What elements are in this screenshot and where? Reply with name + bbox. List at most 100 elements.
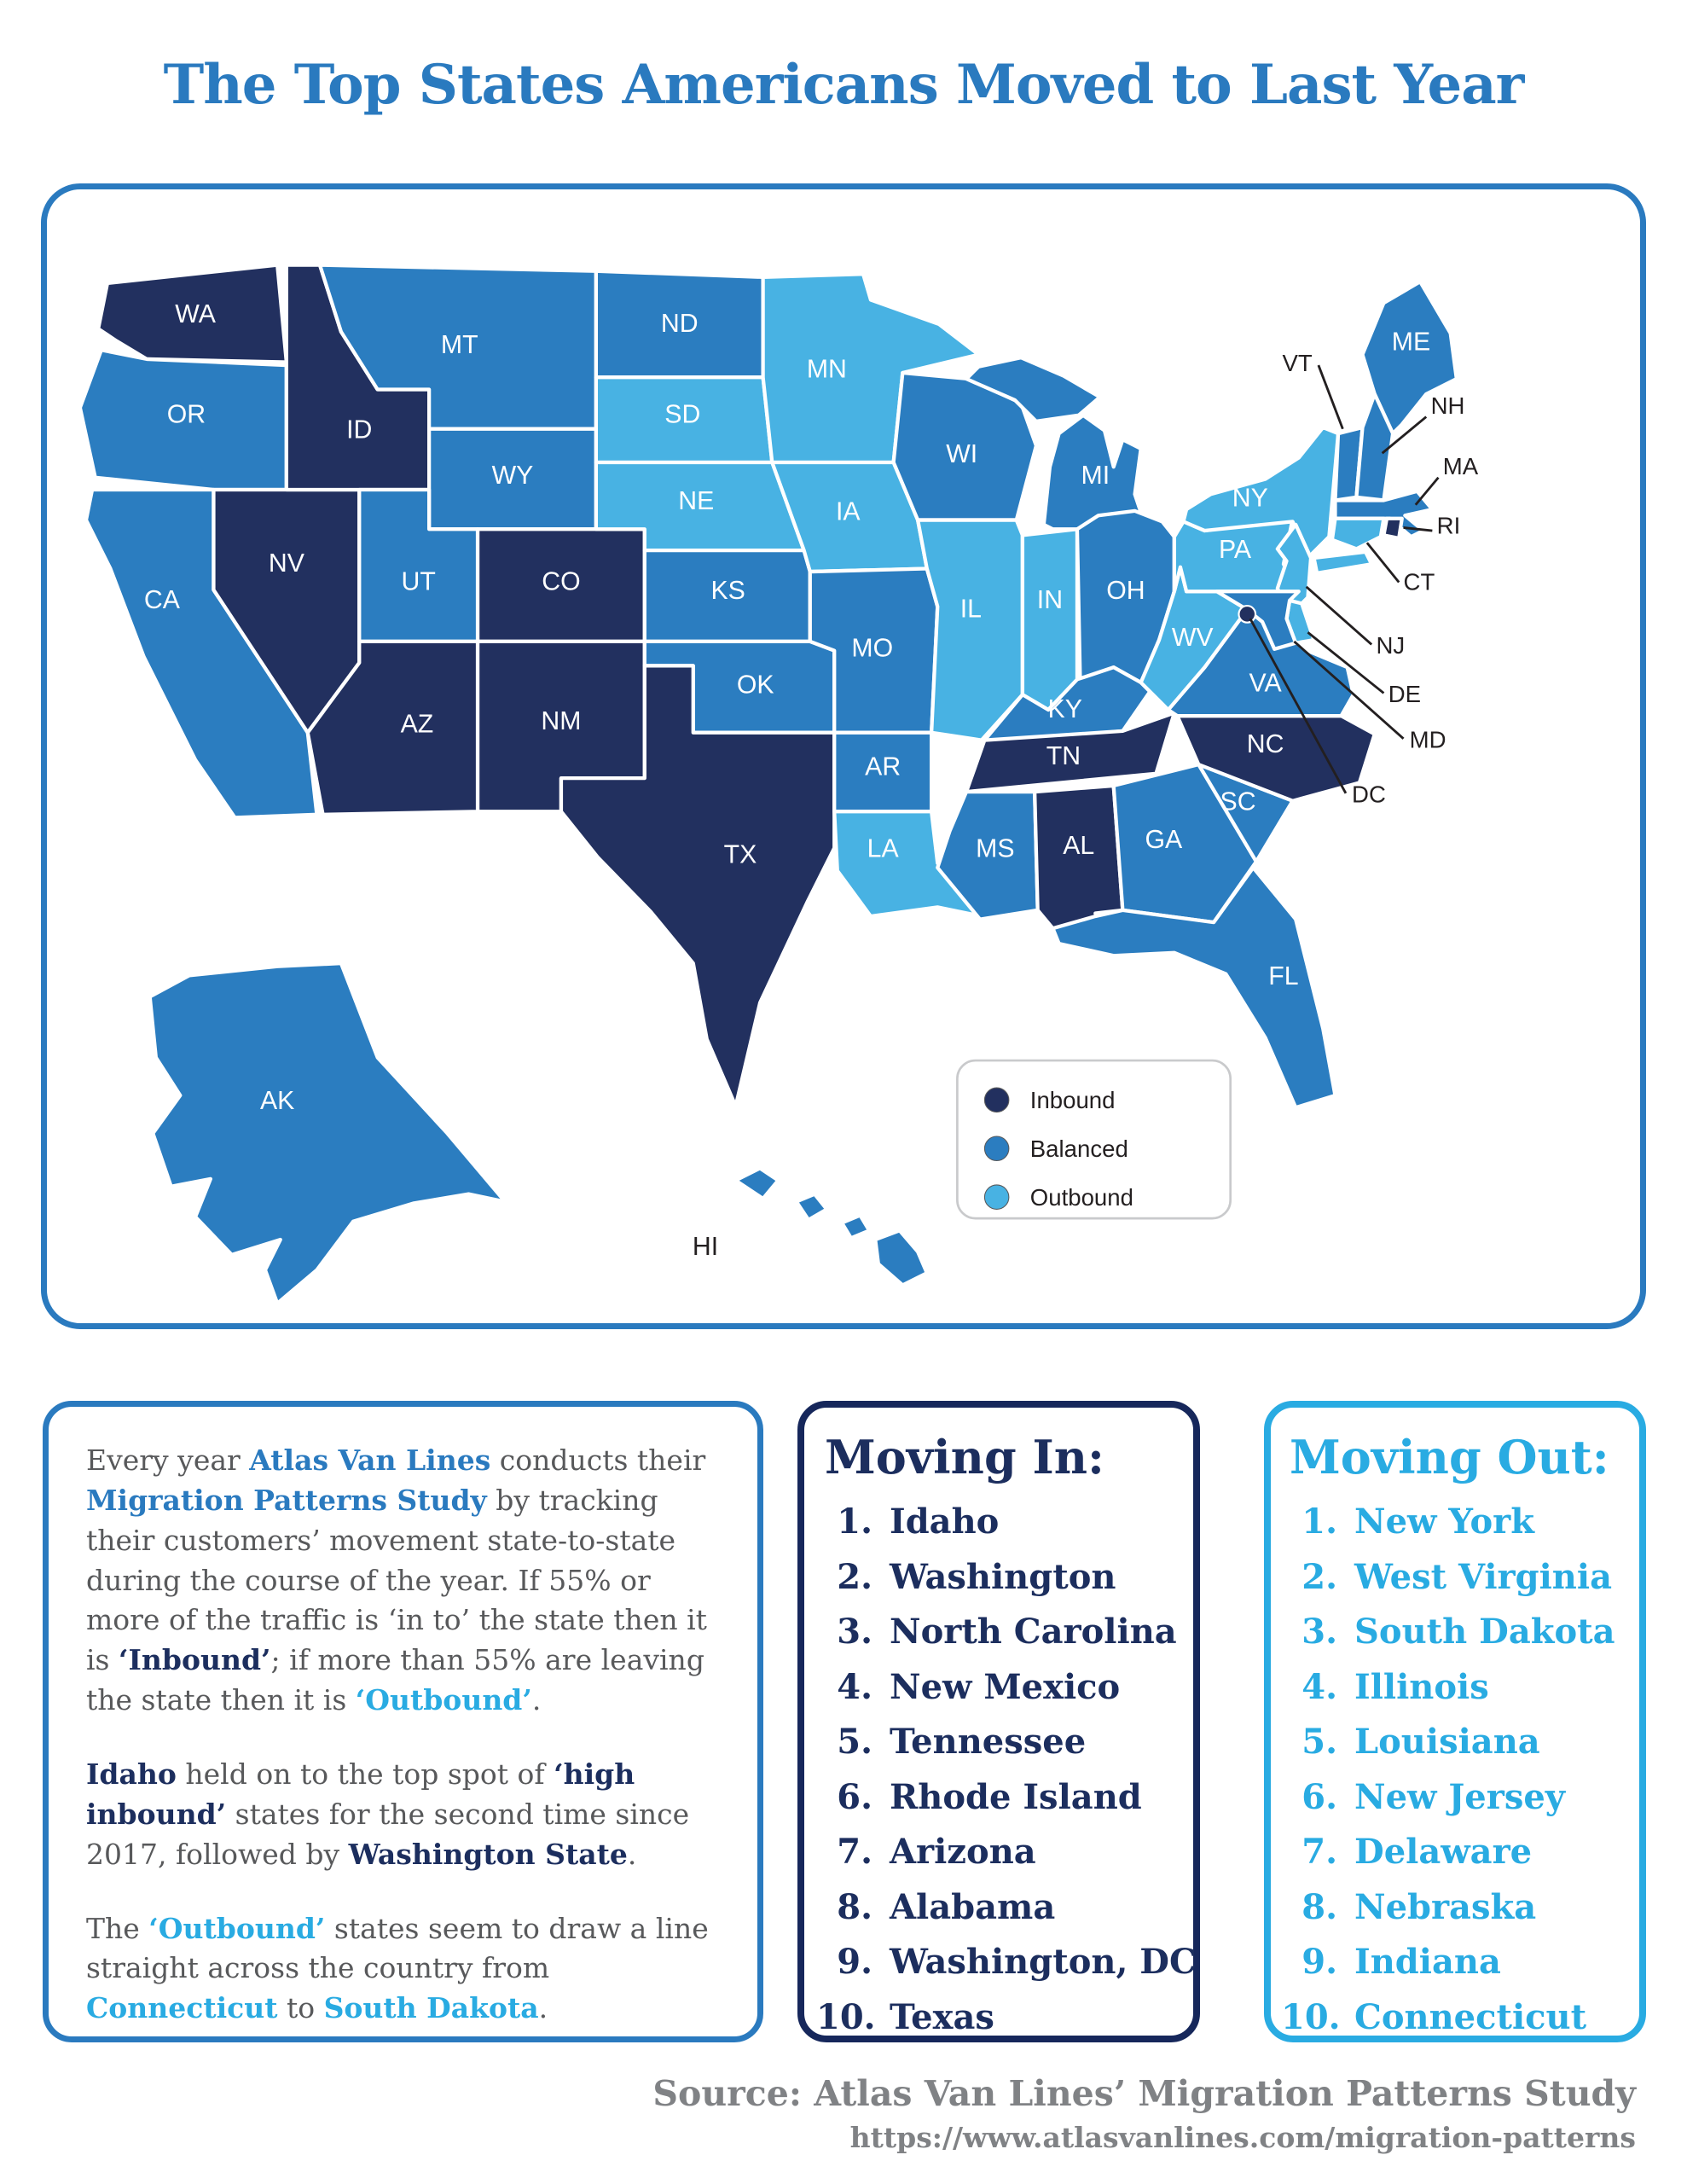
- moving-out-box: Moving Out: 1. New York 2. West Virginia 3. S…: [1264, 1401, 1646, 2042]
- state-label-NC: NC: [1247, 730, 1284, 758]
- state-label-IL: IL: [960, 595, 982, 623]
- moving-in-rank: 1.: [837, 1502, 872, 1542]
- moving-in-item: 5. Tennessee: [816, 1715, 1181, 1770]
- moving-out-item: 1. New York: [1281, 1495, 1629, 1550]
- moving-in-item: 8. Alabama: [816, 1880, 1181, 1936]
- moving-out-state-name: South Dakota: [1354, 1612, 1615, 1652]
- moving-out-rank: 1.: [1301, 1502, 1337, 1542]
- state-label-VT: VT: [1283, 350, 1313, 376]
- moving-in-item: 6. Rhode Island: [816, 1770, 1181, 1826]
- moving-in-rank: 3.: [837, 1612, 872, 1652]
- state-label-VA: VA: [1249, 670, 1283, 698]
- source-url[interactable]: https://www.atlasvanlines.com/migration-…: [849, 2121, 1636, 2154]
- state-label-HI: HI: [693, 1233, 718, 1261]
- state-NY: [1181, 425, 1341, 561]
- state-label-NY: NY: [1232, 485, 1268, 513]
- state-label-ME: ME: [1392, 328, 1430, 356]
- state-label-UT: UT: [402, 567, 436, 595]
- state-label-WV: WV: [1172, 624, 1215, 652]
- state-label-MS: MS: [976, 835, 1014, 863]
- moving-in-rank: 8.: [837, 1886, 872, 1927]
- description-text-segment: Idaho: [86, 1757, 177, 1792]
- description-text-segment: ; if more than 55% are leaving the state…: [86, 1643, 704, 1717]
- callout-line-MA: [1414, 476, 1440, 506]
- moving-out-rank: 5.: [1301, 1722, 1337, 1762]
- state-label-NH: NH: [1431, 392, 1465, 419]
- moving-out-item: 10. Connecticut: [1281, 1990, 1629, 2046]
- source-block: Source: Atlas Van Lines’ Migration Patte…: [652, 2073, 1636, 2154]
- description-text-segment: Connecticut: [86, 1991, 278, 2025]
- moving-out-rank: 4.: [1301, 1666, 1337, 1707]
- moving-in-rank: 4.: [837, 1666, 872, 1707]
- state-label-FL: FL: [1268, 962, 1298, 990]
- description-text-segment: .: [538, 1991, 548, 2025]
- state-FL: [1051, 865, 1337, 1110]
- description-text-segment: states seem to draw a line straight acro…: [86, 1911, 709, 1985]
- callout-line-DE: [1307, 631, 1385, 694]
- state-label-MT: MT: [441, 331, 478, 359]
- moving-out-rank: 7.: [1301, 1832, 1337, 1872]
- state-AK: [148, 961, 507, 1305]
- state-NH: [1354, 392, 1395, 502]
- moving-out-rank: 2.: [1301, 1556, 1337, 1597]
- moving-in-rank: 10.: [816, 1996, 876, 2037]
- state-HI: [794, 1192, 829, 1223]
- moving-out-state-name: New Jersey: [1354, 1776, 1566, 1817]
- state-label-GA: GA: [1145, 826, 1184, 854]
- moving-out-item: 9. Indiana: [1281, 1935, 1629, 1990]
- callout-line-CT: [1365, 542, 1400, 584]
- state-label-IN: IN: [1037, 586, 1063, 614]
- state-label-WY: WY: [492, 462, 534, 490]
- description-text-segment: Atlas Van Lines: [249, 1443, 491, 1477]
- state-HI: [733, 1166, 780, 1201]
- page-title: The Top States Americans Moved to Last Y…: [163, 53, 1525, 117]
- state-label-DE: DE: [1388, 681, 1421, 707]
- state-label-CA: CA: [144, 586, 181, 614]
- moving-out-state-name: Nebraska: [1354, 1886, 1537, 1927]
- moving-out-item: 8. Nebraska: [1281, 1880, 1629, 1936]
- state-ME: [1360, 280, 1458, 436]
- description-text-segment: conducts their: [490, 1443, 706, 1477]
- state-HI: [840, 1213, 872, 1240]
- state-label-OK: OK: [737, 671, 774, 699]
- moving-in-state-name: Rhode Island: [890, 1776, 1142, 1817]
- moving-in-item: 7. Arizona: [816, 1825, 1181, 1880]
- state-label-AZ: AZ: [401, 711, 434, 739]
- moving-in-rank: 5.: [837, 1722, 872, 1762]
- moving-in-state-name: Arizona: [890, 1832, 1036, 1872]
- description-text-segment: held on to the top spot of: [176, 1757, 554, 1792]
- moving-out-state-name: West Virginia: [1354, 1556, 1612, 1597]
- moving-out-item: 5. Louisiana: [1281, 1715, 1629, 1770]
- state-CT: [1330, 516, 1386, 551]
- moving-in-item: 9. Washington, DC: [816, 1935, 1197, 1990]
- state-label-TX: TX: [724, 841, 757, 869]
- moving-out-state-name: Indiana: [1354, 1942, 1501, 1982]
- state-label-AK: AK: [260, 1087, 294, 1115]
- legend-label-balanced: Balanced: [1030, 1136, 1128, 1162]
- moving-out-rank: 10.: [1281, 1996, 1341, 2037]
- legend-label-outbound: Outbound: [1030, 1184, 1133, 1211]
- callout-line-DC: [1249, 618, 1348, 794]
- moving-in-state-name: Texas: [890, 1996, 994, 2037]
- map-legend: [956, 1059, 1232, 1220]
- moving-in-state-name: New Mexico: [890, 1666, 1121, 1707]
- state-label-SC: SC: [1220, 787, 1256, 816]
- moving-in-rank: 9.: [837, 1942, 872, 1982]
- state-label-AR: AR: [865, 753, 901, 781]
- description-text-segment: ‘high inbound’: [86, 1757, 635, 1831]
- description-paragraph: The ‘Outbound’ states seem to draw a lin…: [86, 1909, 720, 2030]
- description-text-segment: ‘Outbound’: [355, 1683, 532, 1717]
- state-label-ND: ND: [661, 310, 699, 338]
- legend-dot-inbound: [983, 1087, 1010, 1113]
- moving-in-state-name: Washington: [890, 1556, 1116, 1597]
- state-label-ID: ID: [346, 415, 372, 444]
- moving-in-state-name: Idaho: [890, 1502, 1000, 1542]
- moving-in-rank: 6.: [837, 1776, 872, 1817]
- state-DC: [1238, 605, 1257, 624]
- moving-out-item: 3. South Dakota: [1281, 1605, 1629, 1660]
- moving-out-rank: 3.: [1301, 1612, 1337, 1652]
- description-text-segment: .: [531, 1683, 542, 1717]
- moving-out-rank: 6.: [1301, 1776, 1337, 1817]
- moving-in-list: 1. Idaho 2. Washington 3. North Carolina 4. New…: [816, 1495, 1197, 2045]
- state-label-SD: SD: [664, 401, 700, 429]
